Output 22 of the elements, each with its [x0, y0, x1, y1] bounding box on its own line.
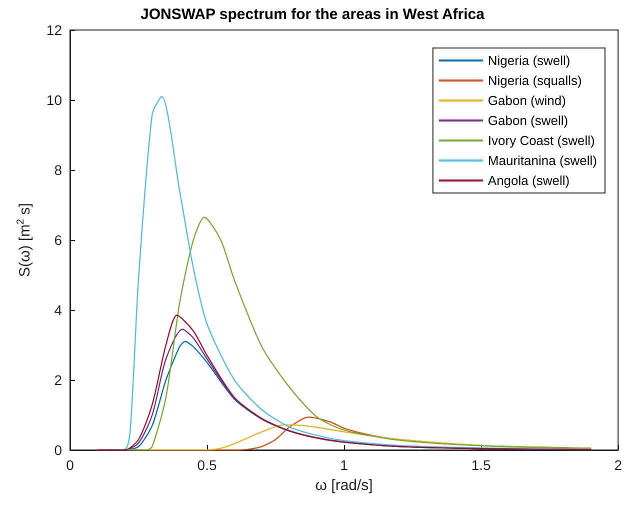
- y-tick-label: 4: [54, 302, 62, 318]
- legend-label: Nigeria (swell): [488, 53, 570, 68]
- x-tick-label: 1: [340, 457, 348, 473]
- legend-label: Mauritanina (swell): [488, 153, 598, 168]
- x-axis-title: ω [rad/s]: [315, 477, 373, 494]
- legend-label: Gabon (swell): [488, 113, 568, 128]
- y-tick-label: 6: [54, 232, 62, 248]
- y-tick-label: 12: [46, 22, 62, 38]
- chart-title: JONSWAP spectrum for the areas in West Africa: [140, 6, 486, 23]
- y-tick-label: 8: [54, 162, 62, 178]
- legend-label: Nigeria (squalls): [488, 73, 582, 88]
- y-tick-label: 0: [54, 442, 62, 458]
- x-tick-label: 2: [614, 457, 622, 473]
- legend-label: Ivory Coast (swell): [488, 133, 595, 148]
- x-tick-label: 0.5: [197, 457, 217, 473]
- legend-label: Angola (swell): [488, 173, 570, 188]
- legend-label: Gabon (wind): [488, 93, 566, 108]
- y-tick-label: 2: [54, 372, 62, 388]
- x-tick-label: 1.5: [471, 457, 492, 473]
- y-tick-label: 10: [46, 92, 62, 108]
- x-tick-label: 0: [66, 457, 74, 473]
- y-axis-title: S(ω) [m2 s]: [16, 203, 34, 277]
